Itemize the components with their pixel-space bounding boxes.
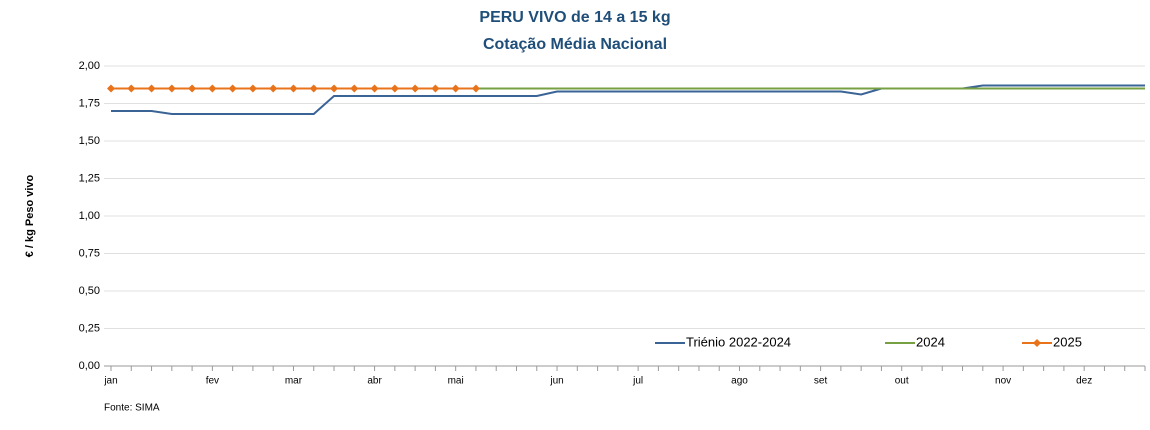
x-tick-label: jul xyxy=(632,376,643,387)
x-tick-label: nov xyxy=(995,376,1011,387)
series-marker xyxy=(269,84,278,93)
y-tick-label: 0,25 xyxy=(79,322,100,334)
legend-label: 2025 xyxy=(1053,334,1082,349)
y-tick-label: 1,75 xyxy=(79,97,100,109)
series-marker xyxy=(188,84,197,93)
legend-marker xyxy=(1033,339,1041,347)
x-tick-label: mai xyxy=(448,376,464,387)
series-marker xyxy=(208,84,217,93)
y-tick-label: 1,50 xyxy=(79,135,100,147)
y-axis-label: € / kg Peso vivo xyxy=(24,174,36,257)
series-marker xyxy=(248,84,257,93)
series-marker xyxy=(309,84,318,93)
source: Fonte: SIMA xyxy=(104,403,160,414)
x-tick-label: jan xyxy=(103,376,117,387)
x-tick-label: out xyxy=(895,376,909,387)
x-tick-label: fev xyxy=(206,376,219,387)
x-tick-label: set xyxy=(814,376,828,387)
series-marker xyxy=(167,84,176,93)
series-marker xyxy=(107,84,115,93)
legend-label: Triénio 2022-2024 xyxy=(686,334,791,349)
series-marker xyxy=(228,84,237,93)
series-marker xyxy=(370,84,379,93)
y-tick-label: 0,75 xyxy=(79,247,100,259)
chart-title: PERU VIVO de 14 a 15 kg xyxy=(479,9,670,26)
series-marker xyxy=(431,84,440,93)
x-tick-label: abr xyxy=(367,376,382,387)
x-tick-label: jun xyxy=(549,376,563,387)
y-tick-label: 1,25 xyxy=(79,172,100,184)
series-marker xyxy=(289,84,298,93)
x-tick-label: mar xyxy=(285,376,303,387)
y-tick-label: 2,00 xyxy=(79,60,100,72)
y-tick-label: 0,50 xyxy=(79,285,100,297)
series-marker xyxy=(411,84,420,93)
y-tick-label: 0,00 xyxy=(79,360,100,372)
chart-subtitle: Cotação Média Nacional xyxy=(483,36,667,53)
series-marker xyxy=(330,84,339,93)
x-tick-label: ago xyxy=(731,376,748,387)
series-marker xyxy=(147,84,156,93)
series-line xyxy=(111,84,1145,115)
series-marker xyxy=(127,84,136,93)
series-marker xyxy=(451,84,460,93)
legend-label: 2024 xyxy=(916,334,945,349)
series-marker xyxy=(350,84,359,93)
x-tick-label: dez xyxy=(1076,376,1092,387)
y-tick-label: 1,00 xyxy=(79,210,100,222)
series-marker xyxy=(390,84,399,93)
series-marker xyxy=(471,84,480,93)
